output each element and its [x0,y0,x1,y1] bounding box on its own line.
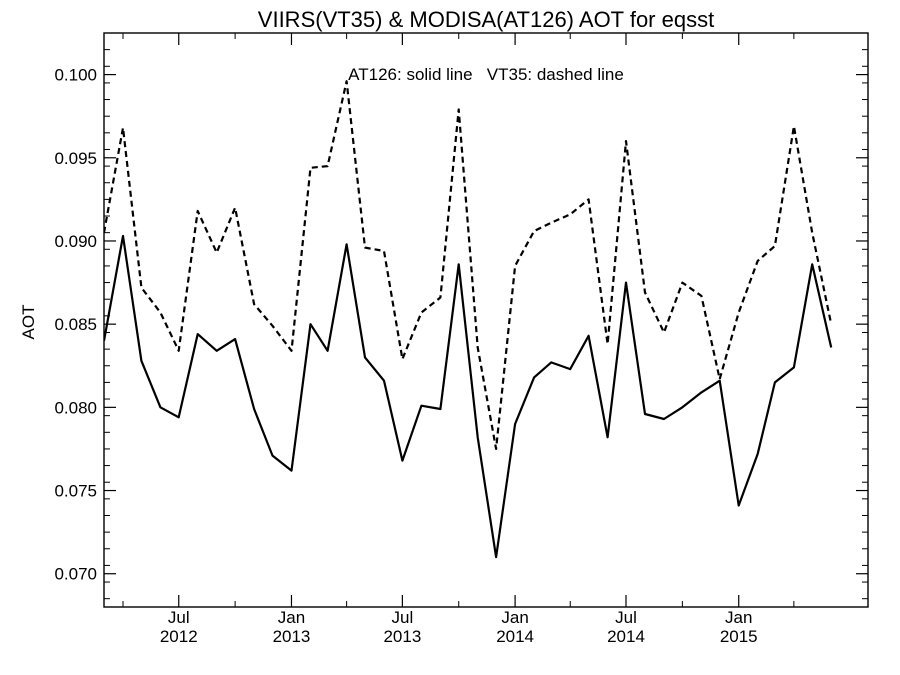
x-axis-ticks: Jul2012Jan2013Jul2013Jan2014Jul2014Jan20… [122,33,795,646]
x-tick-label-year: 2015 [720,627,758,646]
y-tick-label: 0.085 [54,315,97,334]
x-tick-label-year: 2013 [273,627,311,646]
y-tick-label: 0.075 [54,482,97,501]
x-tick-label-month: Jul [168,608,190,627]
x-tick-label-month: Jul [615,608,637,627]
x-tick-label-year: 2014 [607,627,645,646]
x-tick-label-month: Jan [278,608,305,627]
y-tick-label: 0.090 [54,232,97,251]
chart-title: VIIRS(VT35) & MODISA(AT126) AOT for eqss… [258,7,714,32]
x-tick-label-year: 2014 [496,627,534,646]
x-tick-label-year: 2012 [160,627,198,646]
x-tick-label-month: Jul [392,608,414,627]
y-axis-label: AOT [19,305,38,340]
series-line-at126 [104,234,833,559]
y-tick-label: 0.100 [54,66,97,85]
y-tick-label: 0.080 [54,398,97,417]
y-tick-label: 0.070 [54,565,97,584]
x-tick-label-month: Jan [725,608,752,627]
series-line-vt35 [104,80,833,450]
series-style-annotation: AT126: solid line VT35: dashed line [348,65,624,84]
series-layer [104,80,833,559]
x-tick-label-month: Jan [501,608,528,627]
plot-frame [103,32,869,608]
x-tick-label-year: 2013 [383,627,421,646]
y-tick-label: 0.095 [54,149,97,168]
y-axis-ticks: 0.070 0.075 0.080 0.085 0.090 0.095 0.100 [54,49,868,600]
